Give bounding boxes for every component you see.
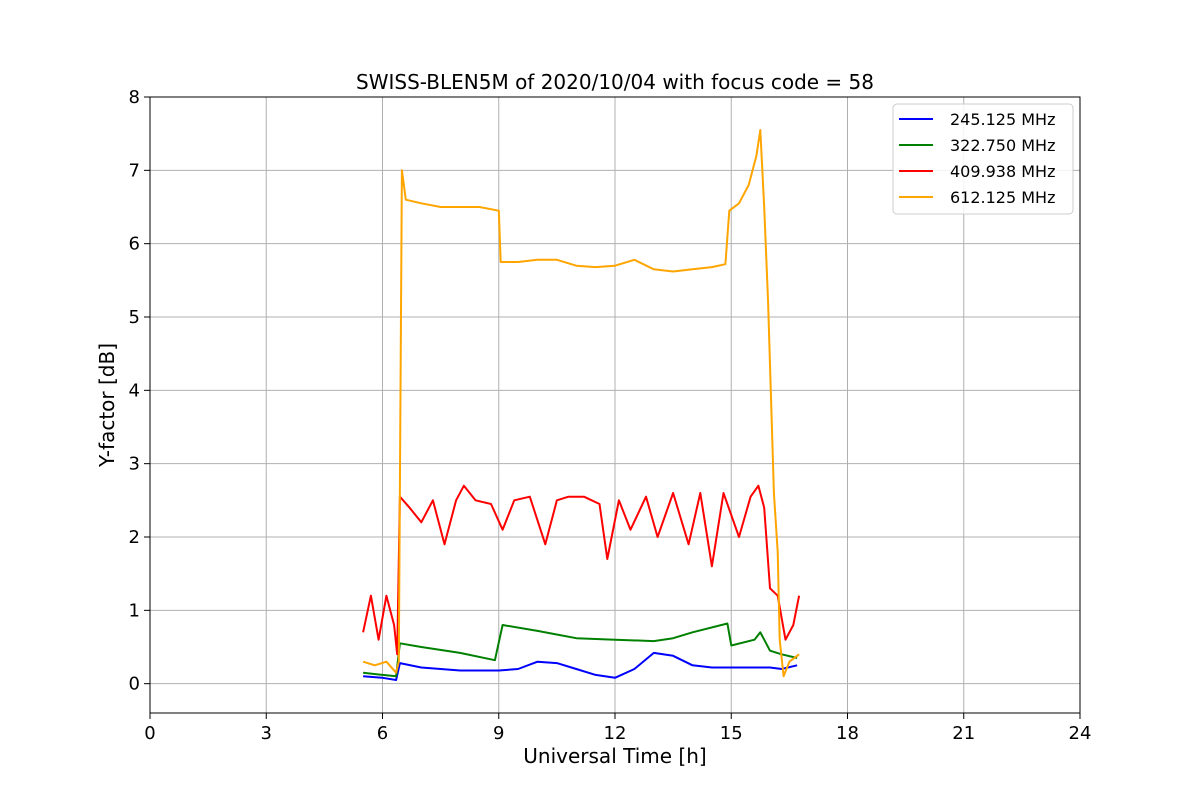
series-line-3 — [362, 484, 801, 656]
legend-label: 409.938 MHz — [950, 162, 1055, 181]
series-line-4 — [362, 129, 800, 678]
y-tick-label: 7 — [129, 160, 140, 181]
legend-box — [892, 103, 1074, 215]
legend-label: 612.125 MHz — [950, 188, 1055, 207]
x-tick-label: 0 — [144, 723, 155, 744]
x-axis-label: Universal Time [h] — [523, 744, 706, 768]
x-tick-label: 18 — [836, 723, 859, 744]
x-tick-label: 6 — [377, 723, 388, 744]
y-tick-label: 6 — [129, 234, 140, 255]
x-tick-label: 24 — [1069, 723, 1092, 744]
y-axis-label: Y-factor [dB] — [95, 343, 119, 468]
x-tick-label: 12 — [604, 723, 627, 744]
legend: 245.125 MHz 322.750 MHz 409.938 MHz 612.125… — [892, 103, 1074, 215]
x-tick-label: 15 — [720, 723, 743, 744]
series-line-1 — [363, 651, 798, 681]
y-tick-label: 0 — [129, 674, 140, 695]
y-tick-label: 8 — [129, 87, 140, 108]
y-tick-label: 3 — [129, 454, 140, 475]
y-tick-label: 4 — [129, 380, 140, 401]
y-tick-label: 5 — [129, 307, 140, 328]
chart-title: SWISS-BLEN5M of 2020/10/04 with focus co… — [356, 70, 874, 94]
legend-label: 245.125 MHz — [950, 110, 1055, 129]
series-line-2 — [362, 622, 798, 678]
y-tick-label: 1 — [129, 600, 140, 621]
y-tick-label: 2 — [129, 527, 140, 548]
x-tick-label: 21 — [952, 723, 975, 744]
series-layer — [362, 129, 801, 681]
legend-label: 322.750 MHz — [950, 136, 1055, 155]
x-tick-label: 9 — [493, 723, 504, 744]
x-tick-label: 3 — [261, 723, 272, 744]
